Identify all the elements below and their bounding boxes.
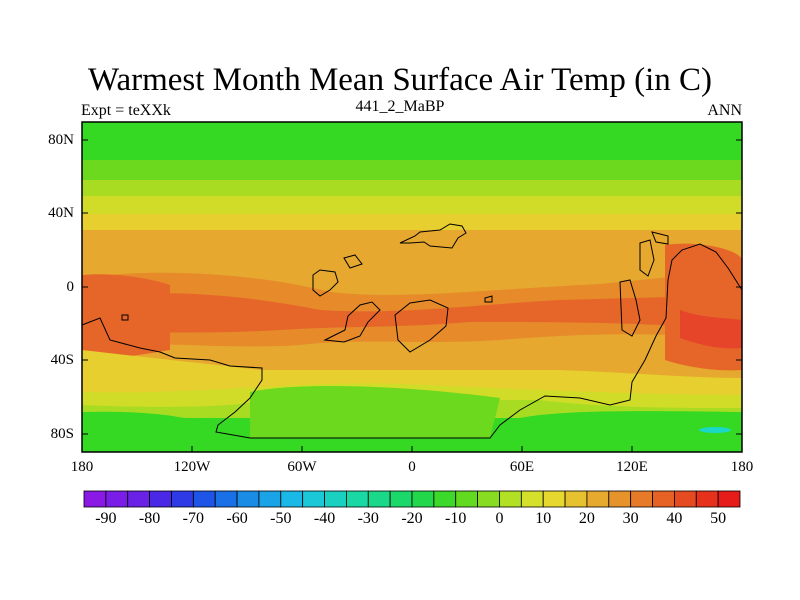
age-label: 441_2_MaBP xyxy=(355,98,445,115)
colorbar-swatch xyxy=(542,490,566,508)
colorbar-label: -40 xyxy=(313,510,336,527)
colorbar-swatch xyxy=(477,490,500,508)
colorbar-swatch xyxy=(214,490,238,508)
axis-ticks xyxy=(82,139,742,452)
colorbar-swatch xyxy=(367,490,391,508)
coastline-asia-east xyxy=(639,239,655,277)
colorbar-swatch xyxy=(280,490,304,508)
colorbar-swatch xyxy=(630,490,653,508)
band-south-1 xyxy=(82,350,742,400)
colorbar-label: -60 xyxy=(226,510,248,527)
antarctic-west xyxy=(82,411,215,452)
coastlines xyxy=(81,223,743,439)
colorbar xyxy=(83,490,741,508)
colorbar-swatch xyxy=(564,490,588,508)
coastline-island-a xyxy=(312,269,339,297)
colorbar-swatch xyxy=(149,490,172,508)
colorbar-swatch xyxy=(171,490,194,508)
lat-label-0: 0 xyxy=(66,279,75,295)
coastline-maritime xyxy=(619,279,641,337)
colorbar-swatch xyxy=(389,490,413,508)
colorbar-swatch xyxy=(652,490,675,508)
lat-label-80n: 80N xyxy=(48,132,74,148)
lon-label-60w: 60W xyxy=(287,459,317,475)
antarctic-east xyxy=(490,411,742,452)
colorbar-label: -20 xyxy=(401,510,423,527)
lon-label-180w: 180 xyxy=(70,459,94,475)
coastline-main xyxy=(81,243,743,439)
colorbar-swatch xyxy=(695,490,719,508)
colorbar-swatch xyxy=(674,490,697,508)
coastline-europe xyxy=(399,223,467,249)
colorbar-label: 0 xyxy=(495,510,504,527)
colorbar-label: 30 xyxy=(622,510,639,527)
colorbar-swatch xyxy=(105,490,129,508)
colorbar-swatch xyxy=(608,490,632,508)
colorbar-label: 20 xyxy=(578,510,595,527)
australia-extreme-core xyxy=(680,310,742,349)
temperature-field xyxy=(82,122,742,452)
colorbar-swatch xyxy=(586,490,610,508)
lon-label-120w: 120W xyxy=(173,459,211,475)
colorbar-swatch xyxy=(258,490,282,508)
pacific-hot-region xyxy=(82,274,170,360)
coastline-south-america xyxy=(323,301,381,343)
colorbar-swatch xyxy=(302,490,325,508)
colorbar-swatch xyxy=(520,490,544,508)
experiment-label: Expt = teXXk xyxy=(81,102,171,119)
colorbar-swatch xyxy=(324,490,347,508)
colorbar-label: -10 xyxy=(445,510,467,527)
colorbar-label: 40 xyxy=(666,510,683,527)
colorbar-swatch xyxy=(717,490,741,508)
colorbar-label: -80 xyxy=(138,510,161,527)
cold-patch xyxy=(699,427,731,433)
colorbar-swatch xyxy=(499,490,522,508)
antarctic-interior xyxy=(250,386,500,438)
coastline-small-island xyxy=(484,295,493,303)
colorbar-swatch xyxy=(345,490,369,508)
colorbar-label: -70 xyxy=(182,510,204,527)
colorbar-swatch xyxy=(83,490,107,508)
lon-label-0: 0 xyxy=(408,459,416,475)
colorbar-label: -90 xyxy=(95,510,117,527)
coastline-africa-south xyxy=(394,299,449,353)
coastline-japan xyxy=(651,231,669,245)
lon-label-180e: 180 xyxy=(730,459,754,475)
colorbar-label: -30 xyxy=(357,510,379,527)
coastline-island-b xyxy=(343,254,363,269)
colorbar-swatch xyxy=(411,490,435,508)
colorbar-swatch xyxy=(192,490,216,508)
band-very-hot xyxy=(82,293,742,335)
coastline-pacific-island xyxy=(121,314,129,321)
colorbar-swatch xyxy=(455,490,479,508)
lon-label-120e: 120E xyxy=(616,459,648,475)
lon-label-60e: 60E xyxy=(509,459,535,475)
colorbar-label: 10 xyxy=(535,510,552,527)
lat-label-40n: 40N xyxy=(48,205,74,221)
colorbar-swatch xyxy=(433,490,457,508)
colorbar-label: 50 xyxy=(710,510,727,527)
plot-title: Warmest Month Mean Surface Air Temp (in … xyxy=(87,62,713,98)
australia-hot-region xyxy=(665,243,742,371)
lat-label-40s: 40S xyxy=(50,352,74,368)
colorbar-swatch xyxy=(127,490,150,508)
colorbar-swatch xyxy=(236,490,260,508)
season-label: ANN xyxy=(707,102,742,119)
colorbar-label: -50 xyxy=(270,510,292,527)
lat-label-80s: 80S xyxy=(50,426,74,442)
